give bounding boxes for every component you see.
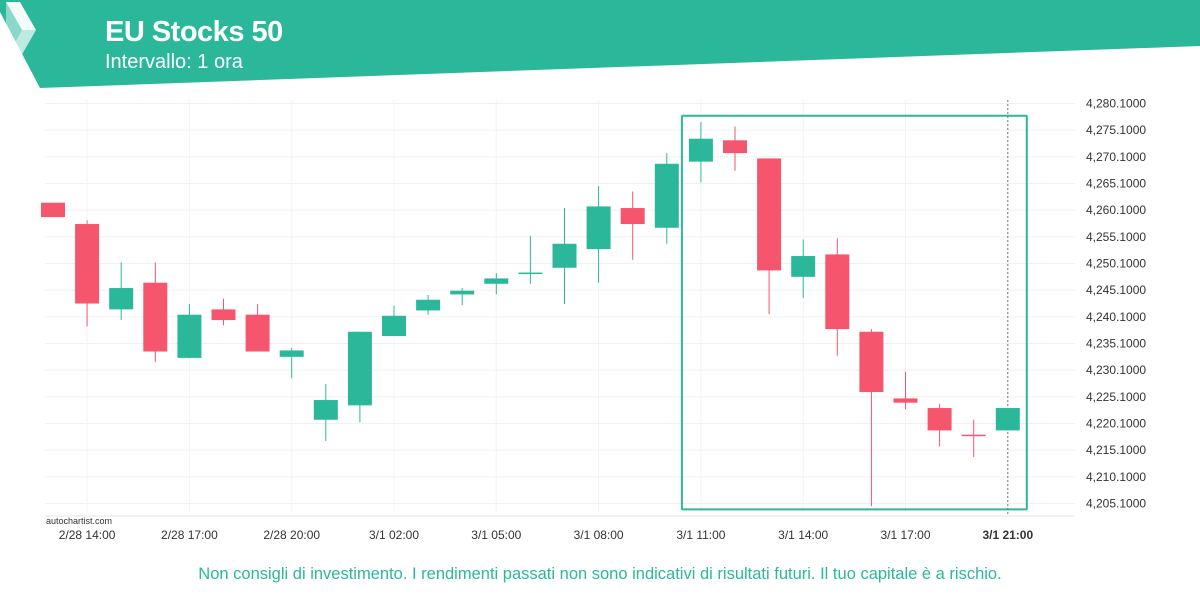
candle-body-up [382,315,406,337]
candle-body-up [450,290,475,295]
x-tick-label: 3/1 14:00 [778,528,828,542]
y-tick-label: 4,260.1000 [1086,203,1146,217]
candle-body-up [654,163,679,228]
y-tick-label: 4,220.1000 [1086,417,1146,431]
candle-body-down [825,254,850,330]
candle-body-down [245,314,270,352]
y-tick-label: 4,280.1000 [1086,97,1146,111]
candle-body-down [893,398,918,403]
x-tick-label: 3/1 02:00 [369,528,419,542]
x-tick-label: 3/1 17:00 [880,528,930,542]
candle-body-down [723,140,747,154]
x-tick-label: 3/1 08:00 [574,528,624,542]
x-tick-label: 3/1 11:00 [676,528,725,542]
candle-body-down [41,202,65,218]
candle-body-up [279,350,304,357]
candle-body-up [416,299,441,311]
y-tick-label: 4,235.1000 [1086,337,1146,351]
pattern-highlight-box [680,114,1028,511]
candle-body-up [518,272,543,275]
candle-body-up [177,314,202,358]
candle-body-down [211,309,236,321]
y-tick-label: 4,255.1000 [1086,230,1146,244]
y-tick-label: 4,245.1000 [1086,283,1146,297]
banner-shape [0,0,1200,88]
instrument-title: EU Stocks 50 [105,16,283,48]
y-tick-label: 4,275.1000 [1086,123,1146,137]
candle-body-up [109,288,134,310]
candle-body-up [552,243,577,268]
x-tick-label: 2/28 20:00 [263,528,320,542]
candlestick-chart: 4,205.1000 4,210.1000 4,215.1000 4,220.1000… [41,97,1146,542]
x-tick-label: 2/28 17:00 [161,528,218,542]
y-tick-label: 4,250.1000 [1086,257,1146,271]
candle-body-up [586,206,611,250]
candle-body-up [688,138,713,162]
y-tick-label: 4,205.1000 [1086,497,1146,511]
y-tick-label: 4,265.1000 [1086,177,1146,191]
candle-body-up [313,400,338,420]
candle-body-down [961,434,986,437]
interval-subtitle: Intervallo: 1 ora [105,51,243,73]
y-tick-label: 4,225.1000 [1086,390,1146,404]
y-tick-label: 4,240.1000 [1086,310,1146,324]
brand-logo-icon [6,2,36,58]
x-tick-label: 3/1 21:00 [982,528,1033,542]
candle-body-up [995,408,1020,431]
candle-body-down [859,331,884,393]
candle-body-up [791,256,816,277]
candle-body-down [927,408,952,431]
header-banner: EU Stocks 50 Intervallo: 1 ora [0,0,1200,90]
candle-body-up [347,331,372,406]
candle-body-down [757,158,782,271]
x-tick-label: 2/28 14:00 [59,528,116,542]
watermark: autochartist.com [46,516,113,526]
disclaimer-text: Non consigli di investimento. I rendimen… [198,565,1002,583]
candle-body-up [484,278,509,284]
y-tick-label: 4,210.1000 [1086,470,1146,484]
y-tick-label: 4,230.1000 [1086,363,1146,377]
candle-body-down [143,282,168,352]
candle-body-down [620,208,645,225]
candle-body-down [75,224,100,304]
y-tick-label: 4,215.1000 [1086,443,1146,457]
y-tick-label: 4,270.1000 [1086,150,1146,164]
x-tick-label: 3/1 05:00 [471,528,521,542]
banner-polygon [0,0,1200,88]
